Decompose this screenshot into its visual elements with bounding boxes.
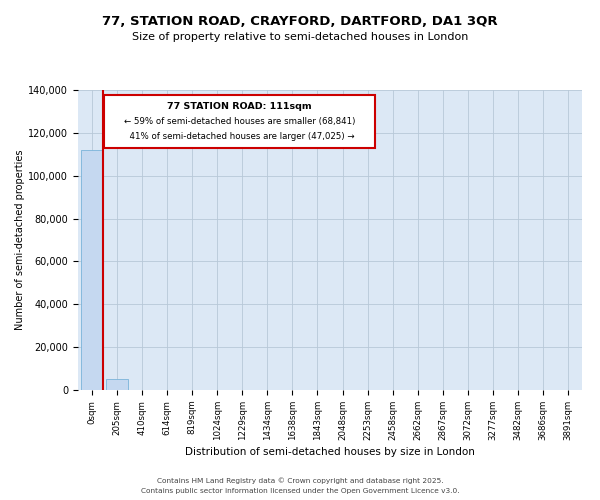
Text: 77, STATION ROAD, CRAYFORD, DARTFORD, DA1 3QR: 77, STATION ROAD, CRAYFORD, DARTFORD, DA… (102, 15, 498, 28)
Text: 77 STATION ROAD: 111sqm: 77 STATION ROAD: 111sqm (167, 102, 312, 112)
Text: Size of property relative to semi-detached houses in London: Size of property relative to semi-detach… (132, 32, 468, 42)
Bar (81, 150, 103, 390)
Text: Contains public sector information licensed under the Open Government Licence v3: Contains public sector information licen… (140, 488, 460, 494)
X-axis label: Distribution of semi-detached houses by size in London: Distribution of semi-detached houses by … (185, 447, 475, 457)
FancyBboxPatch shape (104, 96, 375, 148)
Text: ← 59% of semi-detached houses are smaller (68,841): ← 59% of semi-detached houses are smalle… (124, 117, 355, 126)
Text: 41% of semi-detached houses are larger (47,025) →: 41% of semi-detached houses are larger (… (124, 132, 355, 141)
Bar (106, 379, 128, 390)
Text: Contains HM Land Registry data © Crown copyright and database right 2025.: Contains HM Land Registry data © Crown c… (157, 478, 443, 484)
Y-axis label: Number of semi-detached properties: Number of semi-detached properties (16, 150, 25, 330)
